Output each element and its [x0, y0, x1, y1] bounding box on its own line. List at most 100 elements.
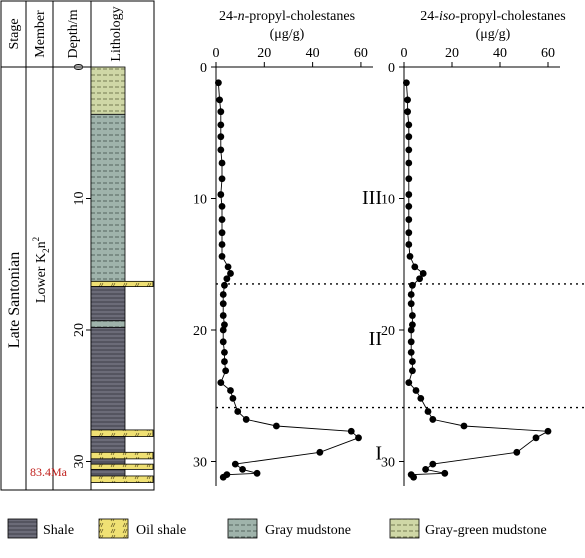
data-point — [222, 367, 230, 375]
data-point — [405, 191, 413, 198]
y-tick-label: 0 — [388, 61, 395, 76]
legend: Shale Oil shale Gray mudstone Gray-green mu… — [7, 518, 547, 539]
data-point — [513, 448, 521, 456]
header-depth: Depth/m — [66, 9, 81, 58]
data-point — [406, 252, 414, 260]
data-point — [407, 348, 415, 356]
data-point — [407, 338, 415, 346]
data-point — [544, 427, 552, 435]
data-point — [407, 326, 415, 334]
data-point — [409, 367, 416, 375]
data-point — [411, 263, 419, 271]
data-point — [221, 358, 228, 365]
depth-axis: 0 10 20 30 — [72, 64, 91, 469]
data-point — [405, 241, 413, 248]
data-point — [404, 108, 411, 116]
depth-tick-label: 10 — [72, 192, 87, 206]
data-point — [224, 263, 232, 271]
data-point — [219, 300, 227, 308]
data-point — [405, 229, 413, 237]
depth-tick-label: 20 — [72, 323, 87, 337]
data-point — [221, 348, 228, 356]
lithology-unit-gray-green-mudstone — [90, 66, 126, 115]
data-point — [217, 146, 225, 154]
data-point — [219, 291, 227, 298]
data-point — [219, 338, 227, 346]
data-point — [407, 291, 415, 298]
data-point — [409, 281, 416, 289]
strat-column: Stage Member Depth/m Lithology Late Sant… — [0, 0, 155, 491]
header-lithology: Lithology — [109, 6, 124, 61]
data-point — [355, 434, 362, 442]
data-point — [412, 387, 420, 394]
data-point — [229, 394, 237, 402]
member-label-base: Lower K — [34, 253, 49, 303]
chart-title-pre: 24- — [420, 9, 439, 24]
data-point — [405, 159, 413, 167]
y-tick-label: 10 — [193, 193, 207, 208]
data-point — [532, 434, 540, 442]
data-point — [460, 422, 468, 430]
lithology-unit-oil-shale — [90, 280, 154, 288]
chart-title-italic: n — [238, 9, 245, 24]
stage-label: Late Santonian — [6, 252, 23, 348]
data-point — [405, 216, 413, 223]
legend-label: Gray-green mudstone — [425, 523, 547, 538]
legend-swatch-shale — [7, 518, 38, 539]
x-tick-label: 40 — [306, 46, 320, 61]
chart-n-propyl: 24-n-propyl-cholestanes (μg/g) 0 20 40 60 0 1… — [193, 9, 373, 486]
lithology-unit-oil-shale — [90, 429, 154, 437]
data-point — [403, 79, 410, 87]
data-point — [405, 146, 413, 154]
zone-boundaries — [216, 283, 584, 409]
data-point — [215, 79, 222, 87]
data-point — [227, 270, 234, 277]
data-point — [218, 175, 226, 183]
data-point — [219, 326, 227, 334]
data-point — [409, 321, 416, 329]
y-tick-label: 0 — [200, 61, 207, 76]
data-point — [422, 465, 429, 473]
legend-label: Gray mudstone — [265, 523, 351, 538]
x-tick-label: 60 — [354, 46, 368, 61]
data-point — [409, 312, 416, 319]
data-point — [405, 202, 413, 210]
data-point — [429, 416, 437, 423]
data-point — [409, 358, 416, 365]
chart-title: 24-n-propyl-cholestanes — [219, 9, 355, 24]
data-point — [429, 460, 437, 468]
y-tick-label: 30 — [381, 456, 395, 471]
x-tick-label: 0 — [213, 46, 220, 61]
data-point — [217, 108, 225, 116]
x-tick-label: 40 — [493, 46, 507, 61]
data-point — [242, 416, 250, 423]
depth-tick-label: 30 — [72, 455, 87, 469]
data-point — [234, 408, 242, 415]
data-point — [316, 448, 324, 456]
chart-title-post: -propyl-cholestanes — [455, 9, 565, 24]
legend-swatch-gray-mudstone — [227, 518, 258, 539]
header-member: Member — [33, 10, 48, 58]
data-point — [218, 241, 226, 248]
legend-label: Oil shale — [136, 523, 186, 538]
zone-label: II — [369, 328, 382, 350]
series-line — [217, 82, 360, 478]
depth-tick-label: 0 — [72, 64, 87, 71]
member-label-n: n — [34, 241, 49, 248]
lithology-unit-oil-shale — [90, 451, 154, 460]
x-tick-label: 60 — [541, 46, 555, 61]
y-tick-label: 20 — [381, 324, 395, 339]
chart-title-italic: iso — [439, 9, 455, 24]
header-stage: Stage — [7, 18, 22, 49]
x-tick-label: 0 — [401, 46, 408, 61]
data-point — [405, 379, 413, 386]
lithology-unit-oil-shale — [90, 475, 154, 483]
chart-unit: (μg/g) — [270, 27, 305, 42]
age-label: 83.4Ma — [30, 465, 68, 479]
chart-title: 24-iso-propyl-cholestanes — [420, 9, 565, 24]
data-point — [218, 252, 226, 260]
y-tick-label: 30 — [193, 456, 207, 471]
lithology-unit-shale — [90, 436, 126, 453]
data-point — [218, 159, 226, 167]
data-point — [218, 216, 226, 223]
